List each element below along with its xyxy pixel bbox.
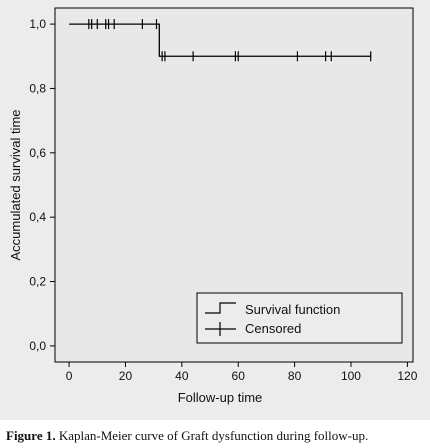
y-tick-label-2: 0,4: [29, 210, 46, 224]
x-tick-label-5: 100: [341, 369, 361, 383]
x-tick-label-3: 60: [232, 369, 246, 383]
y-tick-label-3: 0,6: [29, 146, 46, 160]
x-axis-title: Follow-up time: [178, 390, 263, 405]
x-tick-label-6: 120: [397, 369, 417, 383]
caption-text: Kaplan-Meier curve of Graft dysfunction …: [55, 428, 369, 443]
legend-survival-symbol: [205, 302, 236, 314]
caption-label: Figure 1.: [6, 428, 56, 443]
y-tick-label-1: 0,2: [29, 275, 46, 289]
legend-survival-label: Survival function: [245, 302, 340, 317]
figure-panel: 0 20 40 60 80 100 120 0,0 0,2 0,4 0,6 0,8 1,0 Follow…: [0, 0, 430, 420]
legend: Survival function Censored: [196, 292, 403, 344]
x-tick-label-2: 40: [175, 369, 189, 383]
figure-caption: Figure 1. Kaplan-Meier curve of Graft dy…: [6, 428, 426, 444]
y-tick-label-4: 0,8: [29, 81, 46, 95]
x-tick-label-4: 80: [288, 369, 302, 383]
kaplan-meier-chart: 0 20 40 60 80 100 120 0,0 0,2 0,4 0,6 0,8 1,0 Follow…: [8, 7, 418, 405]
x-tick-label-1: 20: [119, 369, 133, 383]
legend-box: [196, 292, 403, 344]
y-tick-label-5: 1,0: [29, 17, 46, 31]
legend-censored-label: Censored: [245, 321, 301, 336]
y-tick-label-0: 0,0: [29, 339, 46, 353]
y-axis-title: Accumulated survival time: [8, 110, 23, 261]
x-tick-label-0: 0: [66, 369, 73, 383]
